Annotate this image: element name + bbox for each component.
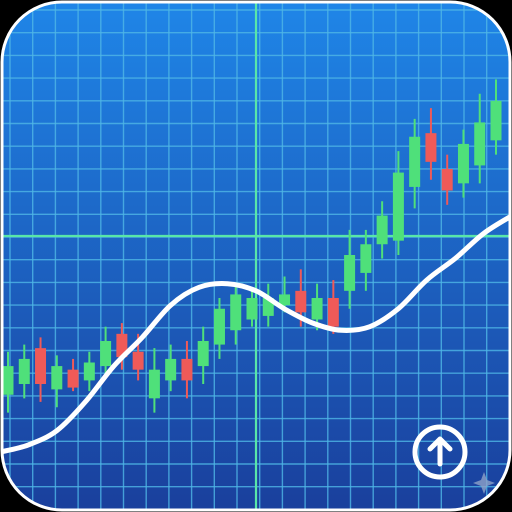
candle-body bbox=[84, 363, 95, 381]
candle-body bbox=[214, 309, 225, 345]
candle-body bbox=[328, 298, 339, 327]
candle-body bbox=[344, 255, 355, 291]
candle-body bbox=[425, 133, 436, 162]
candle-body bbox=[51, 366, 62, 389]
candle-body bbox=[35, 348, 46, 384]
candle-body bbox=[19, 359, 30, 384]
candle-body bbox=[393, 173, 404, 241]
candle-body bbox=[165, 359, 176, 381]
candle-body bbox=[230, 294, 241, 330]
candle-body bbox=[409, 137, 420, 187]
candle-body bbox=[133, 352, 144, 370]
candle-body bbox=[100, 341, 111, 366]
candle-body bbox=[442, 169, 453, 191]
candle-body bbox=[149, 370, 160, 399]
candle-body bbox=[68, 370, 79, 388]
candle-body bbox=[3, 366, 14, 395]
candle-body bbox=[360, 244, 371, 273]
candle-body bbox=[295, 291, 306, 313]
candle-body bbox=[198, 341, 209, 366]
candle-body bbox=[181, 359, 192, 381]
candle-body bbox=[458, 144, 469, 183]
candle-body bbox=[491, 101, 502, 140]
candle-body bbox=[377, 216, 388, 245]
candle-body bbox=[474, 122, 485, 165]
candle-body bbox=[247, 298, 258, 320]
candle-body bbox=[312, 298, 323, 320]
